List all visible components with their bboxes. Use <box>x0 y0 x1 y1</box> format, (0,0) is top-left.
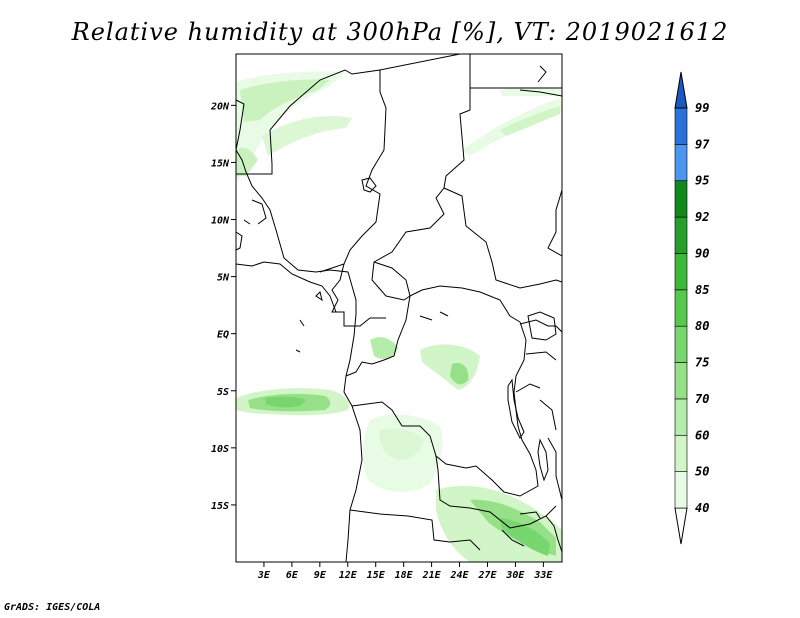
lat-tick-label: 10S <box>211 444 229 455</box>
lon-tick-label: 3E <box>257 570 271 581</box>
lon-tick-label: 9E <box>314 570 327 581</box>
congo-border <box>345 294 411 377</box>
east-lakes <box>515 319 563 501</box>
zambia-border <box>437 469 557 529</box>
lon-tick-label: 18E <box>395 570 414 581</box>
southeast-coast <box>501 511 563 553</box>
lat-tick-label: 10N <box>211 216 230 227</box>
drc-east <box>435 321 539 497</box>
egypt-sudan-border <box>469 87 562 110</box>
grads-credit: GrADS: IGES/COLA <box>4 602 101 613</box>
chad-border <box>371 53 471 297</box>
humid-area-southwest <box>236 388 350 416</box>
lon-tick-label: 12E <box>339 570 358 581</box>
lake-victoria <box>527 311 557 341</box>
sudan-south <box>443 187 563 289</box>
colorbar-label: 97 <box>695 137 710 151</box>
colorbar-segment <box>674 216 688 254</box>
colorbar-segment <box>674 362 688 400</box>
colorbar: 40 50 60 70 75 80 85 90 92 95 97 99 <box>674 71 710 545</box>
colorbar-segment <box>674 325 688 363</box>
lat-tick-label: EQ <box>217 330 229 341</box>
longitude-ticks: 3E 6E 9E 12E 15E 18E 21E 24E 27E 30E 33E <box>257 562 553 581</box>
angola-border <box>349 509 481 551</box>
ethiopia-border <box>547 189 563 257</box>
map-frame <box>235 53 563 563</box>
colorbar-segment <box>674 107 688 145</box>
gabon-islands <box>295 291 449 353</box>
lon-tick-label: 15E <box>367 570 386 581</box>
humidity-shading <box>236 71 562 562</box>
coastal-small <box>235 199 267 251</box>
colorbar-label: 50 <box>695 465 709 479</box>
lake-chad <box>361 177 377 193</box>
colorbar-segment <box>674 180 688 218</box>
lat-tick-label: 5S <box>217 387 229 398</box>
lon-tick-label: 30E <box>505 570 525 581</box>
lake-malawi <box>537 438 549 482</box>
humid-area-northwest <box>236 71 352 182</box>
humid-area-congo <box>370 337 480 390</box>
colorbar-label: 70 <box>695 392 709 406</box>
humid-area-southeast <box>436 485 562 562</box>
car-border <box>373 261 521 323</box>
colorbar-segment <box>674 144 688 182</box>
west-africa-coast <box>235 99 363 563</box>
cameroon-border <box>331 263 386 327</box>
lon-tick-label: 21E <box>422 570 442 581</box>
colorbar-segment <box>674 434 688 472</box>
colorbar-label: 95 <box>695 174 709 188</box>
sahara-borders <box>236 69 387 273</box>
lat-tick-label: 20N <box>210 101 230 112</box>
lon-tick-label: 6E <box>286 570 299 581</box>
colorbar-label: 60 <box>695 428 709 442</box>
lat-tick-label: 15N <box>211 158 230 169</box>
lon-tick-label: 33E <box>533 570 553 581</box>
lat-tick-label: 15S <box>211 501 229 512</box>
lat-tick-label: 5N <box>217 273 230 284</box>
colorbar-label: 85 <box>695 283 709 297</box>
humid-area-angola <box>362 414 443 492</box>
colorbar-label: 99 <box>695 101 709 115</box>
red-sea-coast <box>519 65 563 97</box>
lake-tanganyika <box>507 378 525 439</box>
colorbar-upper-arrow <box>674 71 688 109</box>
colorbar-label: 40 <box>695 501 709 515</box>
humid-area-northeast <box>462 87 562 156</box>
colorbar-segment <box>674 253 688 291</box>
colorbar-segment <box>674 398 688 436</box>
colorbar-segment <box>674 289 688 327</box>
colorbar-lower-arrow <box>674 507 688 545</box>
colorbar-label: 90 <box>695 246 709 260</box>
drc-south <box>351 401 439 471</box>
gulf-coast-west <box>235 261 337 313</box>
colorbar-label: 80 <box>695 319 709 333</box>
map-borders <box>235 53 563 563</box>
colorbar-label: 75 <box>695 356 709 370</box>
latitude-ticks: 20N 15N 10N 5N EQ 5S 10S 15S <box>210 101 236 512</box>
colorbar-segment <box>674 471 688 509</box>
lon-tick-label: 27E <box>477 570 497 581</box>
map-title: Relative humidity at 300hPa [%], VT: 201… <box>71 18 729 46</box>
colorbar-label: 92 <box>695 210 709 224</box>
lon-tick-label: 24E <box>450 570 470 581</box>
